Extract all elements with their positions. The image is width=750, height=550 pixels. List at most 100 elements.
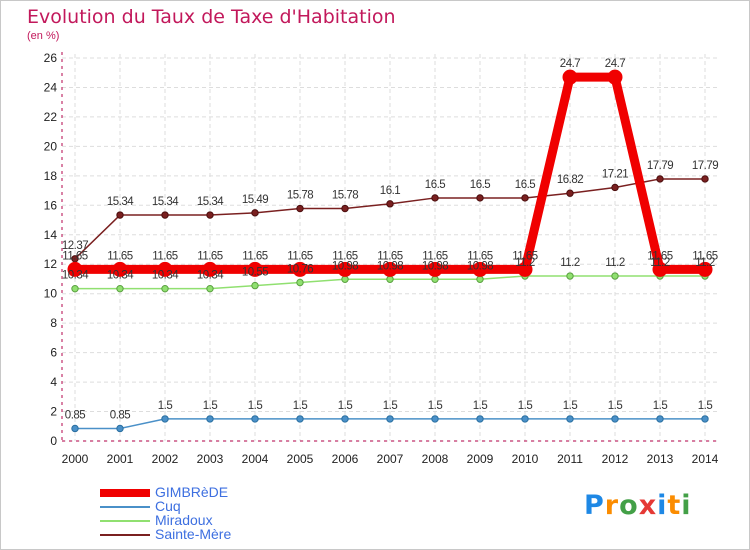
data-point [341, 204, 349, 213]
data-point [341, 275, 349, 283]
data-point [476, 415, 484, 423]
data-point [67, 261, 83, 277]
data-point [116, 211, 124, 219]
data-label: 17.79 [647, 160, 673, 172]
logo-letter: r [604, 490, 620, 521]
logo-letter: x [638, 490, 658, 521]
y-tick-label: 10 [44, 287, 58, 301]
y-tick-label: 16 [44, 198, 58, 212]
data-point [472, 261, 488, 277]
data-point [341, 415, 349, 423]
data-point [292, 261, 308, 277]
data-label: 15.34 [197, 196, 224, 208]
data-label: 0.85 [110, 409, 130, 421]
data-point [611, 415, 619, 423]
data-point [431, 275, 439, 283]
chart-subtitle: (en %) [27, 30, 60, 42]
data-label: 15.49 [242, 194, 268, 206]
data-label: 16.1 [380, 185, 400, 197]
data-label: 1.5 [338, 400, 353, 412]
data-label: 1.5 [653, 400, 668, 412]
y-tick-label: 2 [50, 405, 57, 419]
data-point [157, 261, 173, 277]
data-label: 1.5 [428, 400, 443, 412]
data-point [386, 200, 394, 208]
chart-title: Evolution du Taux de Taxe d'Habitation [27, 6, 396, 28]
data-point [206, 211, 214, 219]
data-point [116, 284, 124, 293]
y-tick-label: 20 [44, 139, 58, 153]
data-point [71, 424, 79, 433]
proxiti-logo: Proxiti [584, 490, 692, 521]
x-tick-label: 2012 [602, 452, 629, 466]
data-label: 11.65 [467, 250, 493, 262]
data-point [652, 261, 668, 277]
data-label: 15.78 [332, 190, 358, 202]
data-label: 11.65 [647, 250, 673, 262]
data-label: 11.2 [560, 257, 580, 269]
data-point [116, 424, 124, 433]
legend-swatch [100, 534, 150, 536]
data-label: 11.65 [332, 250, 358, 262]
legend-label: Miradoux [155, 512, 213, 528]
x-tick-label: 2014 [692, 452, 719, 466]
x-tick-label: 2000 [62, 452, 89, 466]
y-tick-label: 4 [50, 375, 57, 389]
data-label: 11.2 [695, 257, 715, 269]
data-point [296, 415, 304, 423]
logo-letter: o [619, 490, 639, 521]
data-label: 11.65 [242, 250, 268, 262]
data-point [697, 261, 713, 277]
data-label: 1.5 [203, 400, 218, 412]
data-label: 1.5 [518, 400, 533, 412]
data-label: 10.34 [152, 270, 179, 282]
x-tick-label: 2005 [287, 452, 314, 466]
legend-label: Sainte-Mère [155, 526, 232, 542]
y-tick-label: 26 [44, 51, 58, 65]
legend-swatch [100, 489, 150, 497]
data-point [251, 415, 259, 423]
x-tick-label: 2002 [152, 452, 179, 466]
data-point [161, 211, 169, 219]
data-point [251, 209, 259, 217]
data-label: 10.34 [197, 270, 224, 282]
data-label: 10.98 [377, 260, 403, 272]
data-point [202, 261, 218, 277]
y-tick-label: 8 [50, 316, 57, 330]
x-tick-label: 2004 [242, 452, 269, 466]
data-label: 24.7 [605, 58, 625, 70]
data-label: 17.21 [602, 168, 628, 180]
legend-label: GIMBRèDE [155, 484, 229, 500]
data-point [701, 175, 709, 183]
data-label: 15.78 [287, 190, 313, 202]
data-point [382, 261, 398, 277]
y-tick-label: 6 [50, 346, 57, 360]
data-label: 1.5 [293, 400, 308, 412]
data-label: 1.5 [248, 400, 263, 412]
data-point [112, 261, 128, 277]
data-label: 11.65 [422, 250, 448, 262]
data-label: 16.82 [557, 174, 583, 186]
y-tick-label: 22 [44, 110, 58, 124]
x-tick-label: 2001 [107, 452, 134, 466]
data-point [521, 194, 529, 202]
data-label: 10.34 [62, 270, 89, 282]
x-tick-label: 2008 [422, 452, 449, 466]
data-label: 10.76 [287, 263, 313, 275]
x-tick-label: 2010 [512, 452, 539, 466]
data-label: 16.5 [425, 179, 445, 191]
data-label: 11.65 [692, 250, 718, 262]
data-point [206, 284, 214, 293]
data-point [562, 69, 578, 85]
data-point [566, 189, 574, 197]
y-tick-label: 14 [44, 228, 58, 242]
y-tick-label: 0 [50, 434, 57, 448]
data-label: 11.65 [377, 250, 403, 262]
x-tick-label: 2009 [467, 452, 494, 466]
data-label: 17.79 [692, 160, 718, 172]
legend-swatch [100, 520, 150, 522]
data-point [337, 261, 353, 277]
data-label: 1.5 [698, 400, 713, 412]
x-tick-label: 2003 [197, 452, 224, 466]
data-point [251, 281, 259, 290]
